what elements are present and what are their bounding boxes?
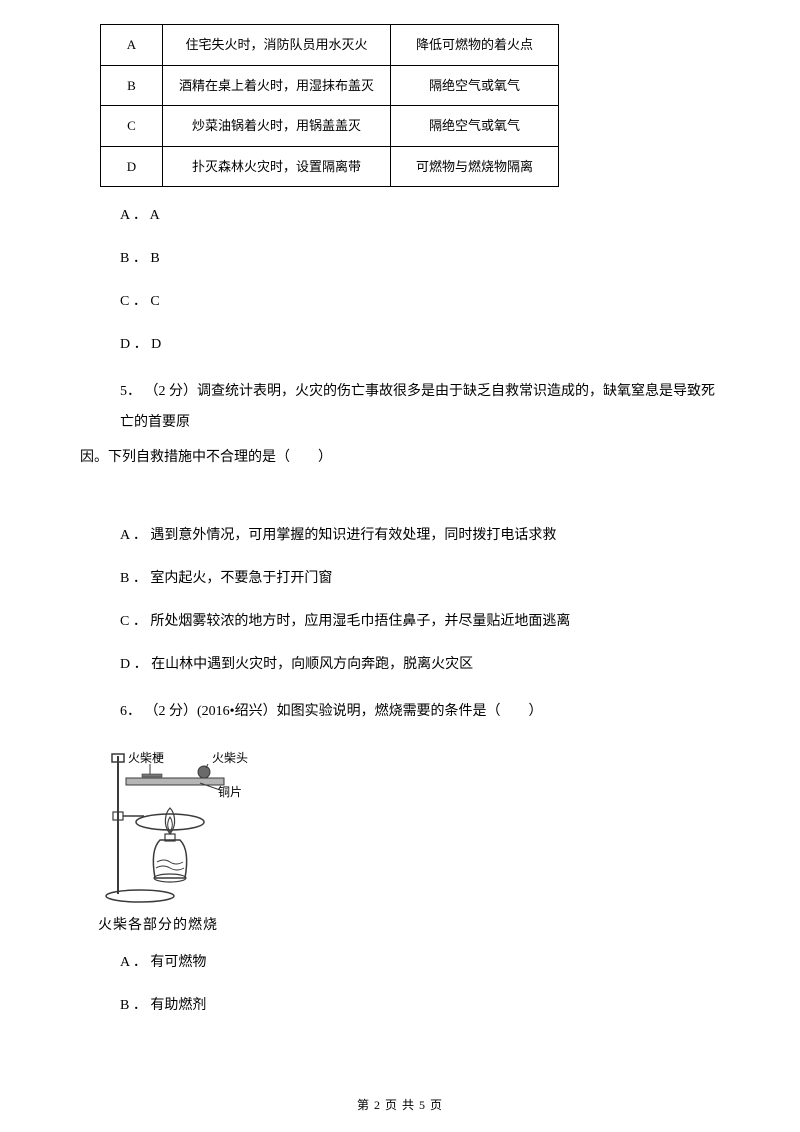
cell: B (101, 65, 163, 106)
q5-option-a: A ． 遇到意外情况，可用掌握的知识进行有效处理，同时拨打电话求救 (120, 525, 720, 546)
q6-option-b: B ． 有助燃剂 (120, 995, 720, 1016)
q6-diagram-caption: 火柴各部分的燃烧 (98, 915, 720, 936)
cell: 隔绝空气或氧气 (391, 106, 559, 147)
q5-stem-line2: 因。下列自救措施中不合理的是（ ） (80, 443, 720, 474)
cell: 炒菜油锅着火时，用锅盖盖灭 (163, 106, 391, 147)
table-row: A 住宅失火时，消防队员用水灭火 降低可燃物的着火点 (101, 25, 559, 66)
label-match-head: 火柴头 (212, 751, 248, 765)
q4-table: A 住宅失火时，消防队员用水灭火 降低可燃物的着火点 B 酒精在桌上着火时，用湿… (100, 24, 559, 187)
table-row: C 炒菜油锅着火时，用锅盖盖灭 隔绝空气或氧气 (101, 106, 559, 147)
q5-option-c: C ． 所处烟雾较浓的地方时，应用湿毛巾捂住鼻子，并尽量贴近地面逃离 (120, 611, 720, 632)
cell: C (101, 106, 163, 147)
label-match-stick: 火柴梗 (128, 750, 164, 765)
page-footer: 第 2 页 共 5 页 (0, 1096, 800, 1114)
q5-option-b: B ． 室内起火，不要急于打开门窗 (120, 568, 720, 589)
q6-option-a: A ． 有可燃物 (120, 952, 720, 973)
cell: D (101, 146, 163, 187)
q4-option-d: D ． D (120, 334, 720, 355)
cell: 扑灭森林火灾时，设置隔离带 (163, 146, 391, 187)
cell: 降低可燃物的着火点 (391, 25, 559, 66)
label-copper: 铜片 (218, 784, 242, 799)
q4-option-a: A ． A (120, 205, 720, 226)
table-row: B 酒精在桌上着火时，用湿抹布盖灭 隔绝空气或氧气 (101, 65, 559, 106)
table-row: D 扑灭森林火灾时，设置隔离带 可燃物与燃烧物隔离 (101, 146, 559, 187)
q5-option-d: D ． 在山林中遇到火灾时，向顺风方向奔跑，脱离火灾区 (120, 654, 720, 675)
q6-diagram: 火柴梗 火柴头 铜片 (100, 750, 720, 905)
cell: 可燃物与燃烧物隔离 (391, 146, 559, 187)
q4-option-c: C ． C (120, 291, 720, 312)
q5-stem-line1: 5． （2 分）调查统计表明，火灾的伤亡事故很多是由于缺乏自救常识造成的，缺氧窒… (120, 377, 720, 439)
cell: 酒精在桌上着火时，用湿抹布盖灭 (163, 65, 391, 106)
cell: A (101, 25, 163, 66)
cell: 隔绝空气或氧气 (391, 65, 559, 106)
cell: 住宅失火时，消防队员用水灭火 (163, 25, 391, 66)
q6-stem: 6． （2 分）(2016•绍兴）如图实验说明，燃烧需要的条件是（ ） (120, 697, 720, 728)
q4-option-b: B ． B (120, 248, 720, 269)
experiment-diagram-icon: 火柴梗 火柴头 铜片 (100, 750, 270, 905)
